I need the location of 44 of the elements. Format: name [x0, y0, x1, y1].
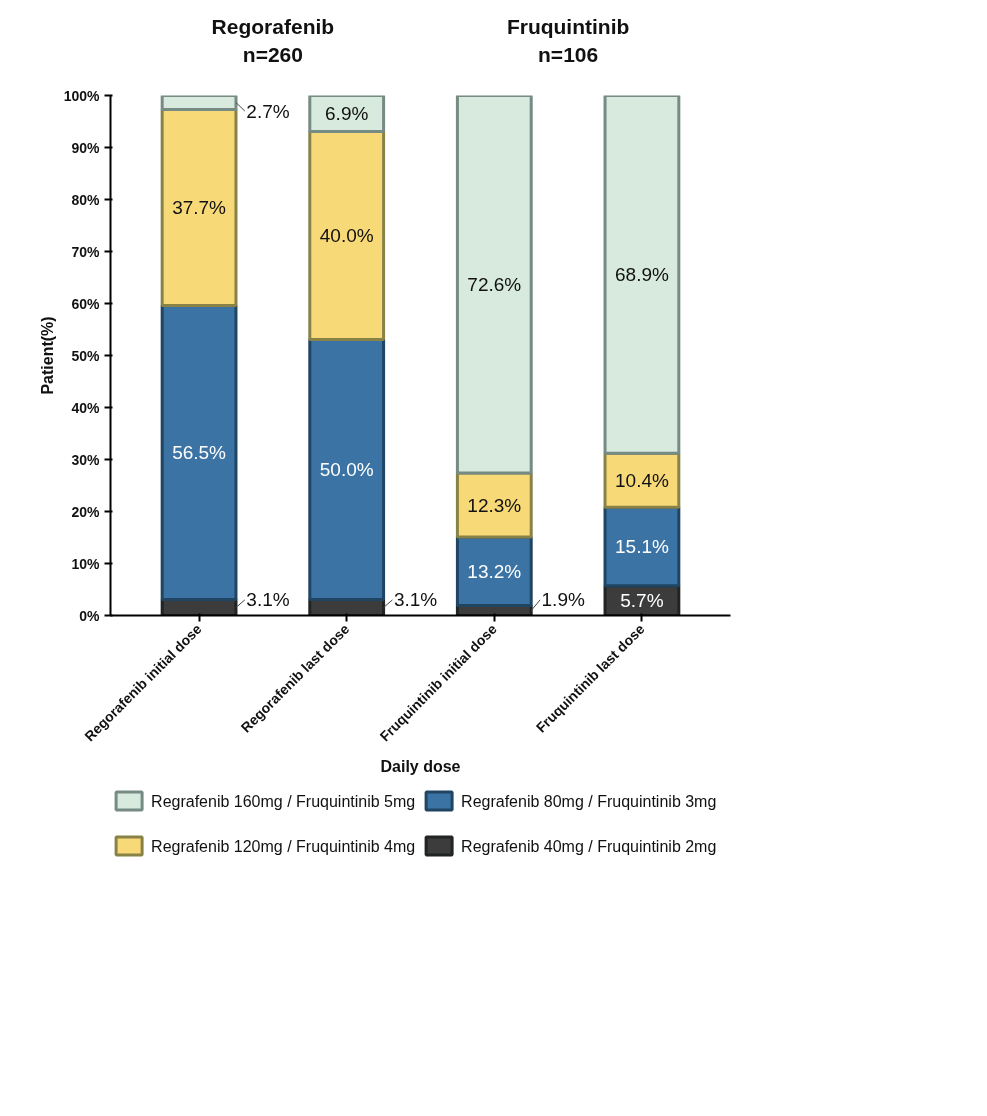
- y-axis-title: Patient(%): [38, 316, 56, 395]
- data-label: 6.9%: [325, 102, 369, 124]
- text: Regorafenib n=260: [211, 15, 335, 66]
- data-label: 50.0%: [319, 458, 374, 480]
- data-label: 68.9%: [614, 263, 669, 285]
- y-tick-label: 90%: [71, 139, 101, 156]
- bar: [308, 337, 386, 601]
- y-tick-label: 50%: [71, 347, 101, 364]
- data-label: 56.5%: [172, 441, 227, 463]
- legend-label: Regrafenib 40mg / Fruquintinib 2mg: [461, 837, 717, 855]
- data-label: 37.7%: [172, 197, 227, 219]
- data-label: 3.1%: [393, 589, 438, 611]
- text: Fruquintinib n=106: [506, 15, 630, 66]
- y-tick-label: 0%: [79, 607, 101, 624]
- legend-label: Regrafenib 80mg / Fruquintinib 3mg: [461, 792, 717, 810]
- bar: [455, 535, 533, 608]
- data-label: 13.2%: [467, 560, 522, 582]
- data-label: 5.7%: [620, 590, 664, 612]
- data-label: 2.7%: [246, 100, 290, 122]
- bar: [160, 95, 238, 112]
- y-tick-label: 30%: [71, 451, 101, 468]
- y-tick-label: 70%: [71, 243, 101, 260]
- y-tick-label: 80%: [71, 191, 101, 208]
- bar: [603, 505, 681, 588]
- data-label: 15.1%: [614, 536, 669, 558]
- bar: [603, 95, 681, 455]
- data-label: 12.3%: [467, 494, 522, 516]
- y-tick-label: 10%: [71, 555, 101, 572]
- legend-label: Regrafenib 160mg / Fruquintinib 5mg: [151, 792, 416, 810]
- bar: [160, 304, 238, 601]
- data-label: 40.0%: [319, 224, 374, 246]
- data-label: 3.1%: [246, 589, 290, 611]
- y-tick-label: 60%: [71, 295, 101, 312]
- legend-label: Regrafenib 120mg / Fruquintinib 4mg: [151, 837, 416, 855]
- data-label: 72.6%: [467, 273, 522, 295]
- data-label: 10.4%: [614, 469, 669, 491]
- y-tick-label: 40%: [71, 399, 101, 416]
- data-label: 1.9%: [541, 589, 585, 611]
- x-axis-title: Daily dose: [380, 758, 461, 776]
- bar: [160, 108, 238, 308]
- y-tick-label: 100%: [63, 87, 101, 104]
- y-tick-label: 20%: [71, 503, 101, 520]
- bar: [308, 129, 386, 341]
- bar: [455, 95, 533, 475]
